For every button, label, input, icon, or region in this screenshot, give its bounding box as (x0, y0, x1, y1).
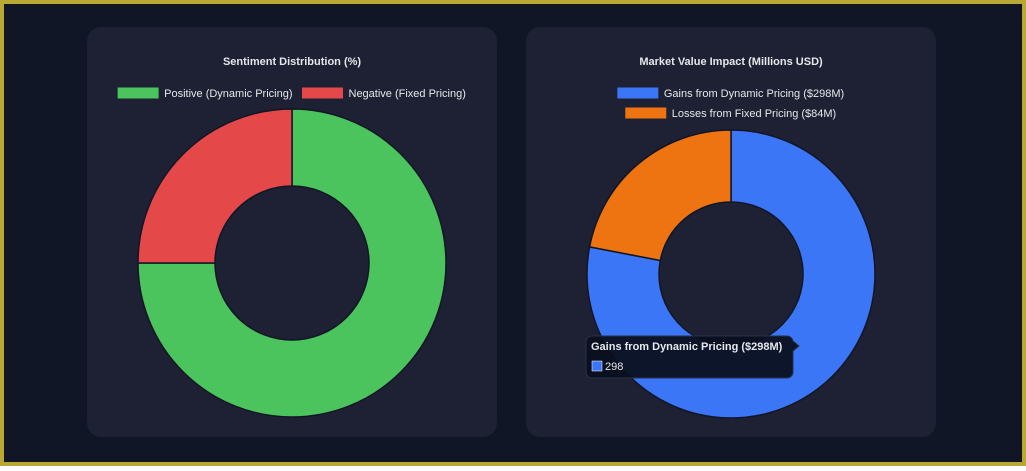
tooltip-title: Gains from Dynamic Pricing ($298M) (591, 341, 783, 353)
tooltip-box (585, 335, 800, 379)
legend-swatch (625, 107, 667, 119)
slice (588, 129, 732, 262)
slice (137, 108, 293, 264)
tooltip-swatch (591, 360, 603, 372)
legend-item: Negative (Fixed Pricing) (302, 87, 466, 100)
legend-swatch (617, 87, 659, 99)
legend-item: Positive (Dynamic Pricing) (117, 87, 293, 100)
chart-title: Sentiment Distribution (%) (223, 56, 361, 68)
slice (137, 108, 447, 418)
chart-title: Market Value Impact (Millions USD) (639, 56, 823, 68)
legend-label: Negative (Fixed Pricing) (349, 88, 466, 100)
tooltip: Gains from Dynamic Pricing ($298M) 298 (585, 335, 800, 379)
legend-item: Gains from Dynamic Pricing ($298M) (617, 87, 844, 100)
tooltip-value: 298 (605, 361, 623, 373)
legend-swatch (302, 87, 343, 99)
legend-item: Losses from Fixed Pricing ($84M) (625, 107, 836, 120)
legend-swatch (117, 87, 159, 99)
legend-label: Gains from Dynamic Pricing ($298M) (664, 88, 844, 100)
legend-label: Positive (Dynamic Pricing) (164, 88, 292, 100)
legend-label: Losses from Fixed Pricing ($84M) (672, 108, 836, 120)
